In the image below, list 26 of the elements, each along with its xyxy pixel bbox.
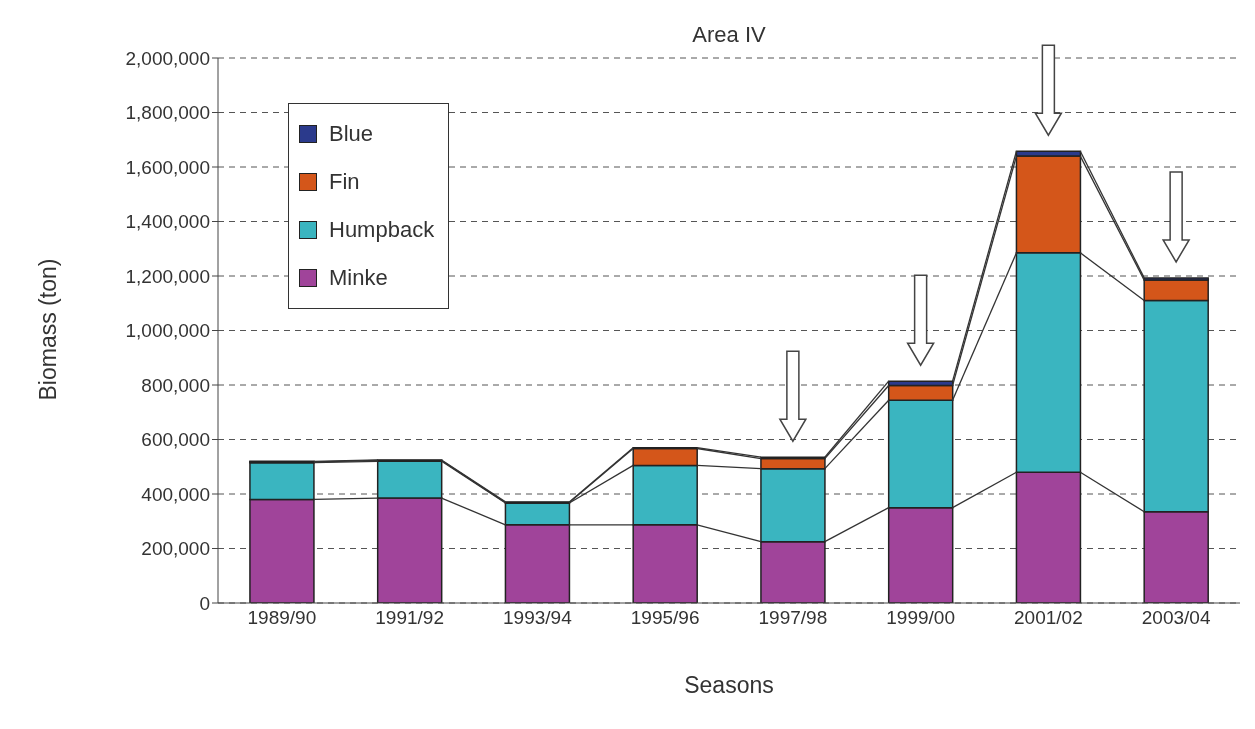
y-tick-label: 400,000	[141, 483, 210, 505]
y-tick-label: 1,000,000	[125, 320, 210, 342]
y-tick-label: 800,000	[141, 374, 210, 396]
chart-title: Area IV	[691, 22, 767, 48]
y-tick-label: 200,000	[141, 538, 210, 560]
y-tick-label: 1,800,000	[125, 102, 210, 124]
x-tick-label: 2001/02	[1014, 607, 1083, 629]
legend-label: Blue	[329, 121, 374, 147]
y-tick-label: 1,600,000	[125, 156, 210, 178]
legend-label: Minke	[329, 265, 388, 291]
x-tick-label: 1995/96	[630, 607, 700, 629]
x-tick-label: 1993/94	[503, 607, 573, 629]
x-tick-label: 1999/00	[886, 607, 955, 629]
y-tick-label: 600,000	[141, 429, 210, 451]
legend-label: Humpback	[329, 217, 435, 243]
x-tick-label: 1991/92	[375, 607, 444, 629]
x-tick-label: 1989/90	[247, 607, 317, 629]
legend-label: Fin	[329, 169, 360, 195]
y-tick-label: 1,200,000	[125, 265, 210, 287]
x-tick-label: 1997/98	[758, 607, 828, 629]
x-tick-label: 2003/04	[1141, 607, 1211, 629]
y-tick-label: 0	[199, 592, 210, 614]
y-tick-label: 2,000,000	[125, 47, 210, 69]
y-axis-title: Biomass (ton)	[35, 258, 62, 401]
y-tick-label: 1,400,000	[125, 211, 210, 233]
x-axis-title: Seasons	[684, 672, 774, 698]
